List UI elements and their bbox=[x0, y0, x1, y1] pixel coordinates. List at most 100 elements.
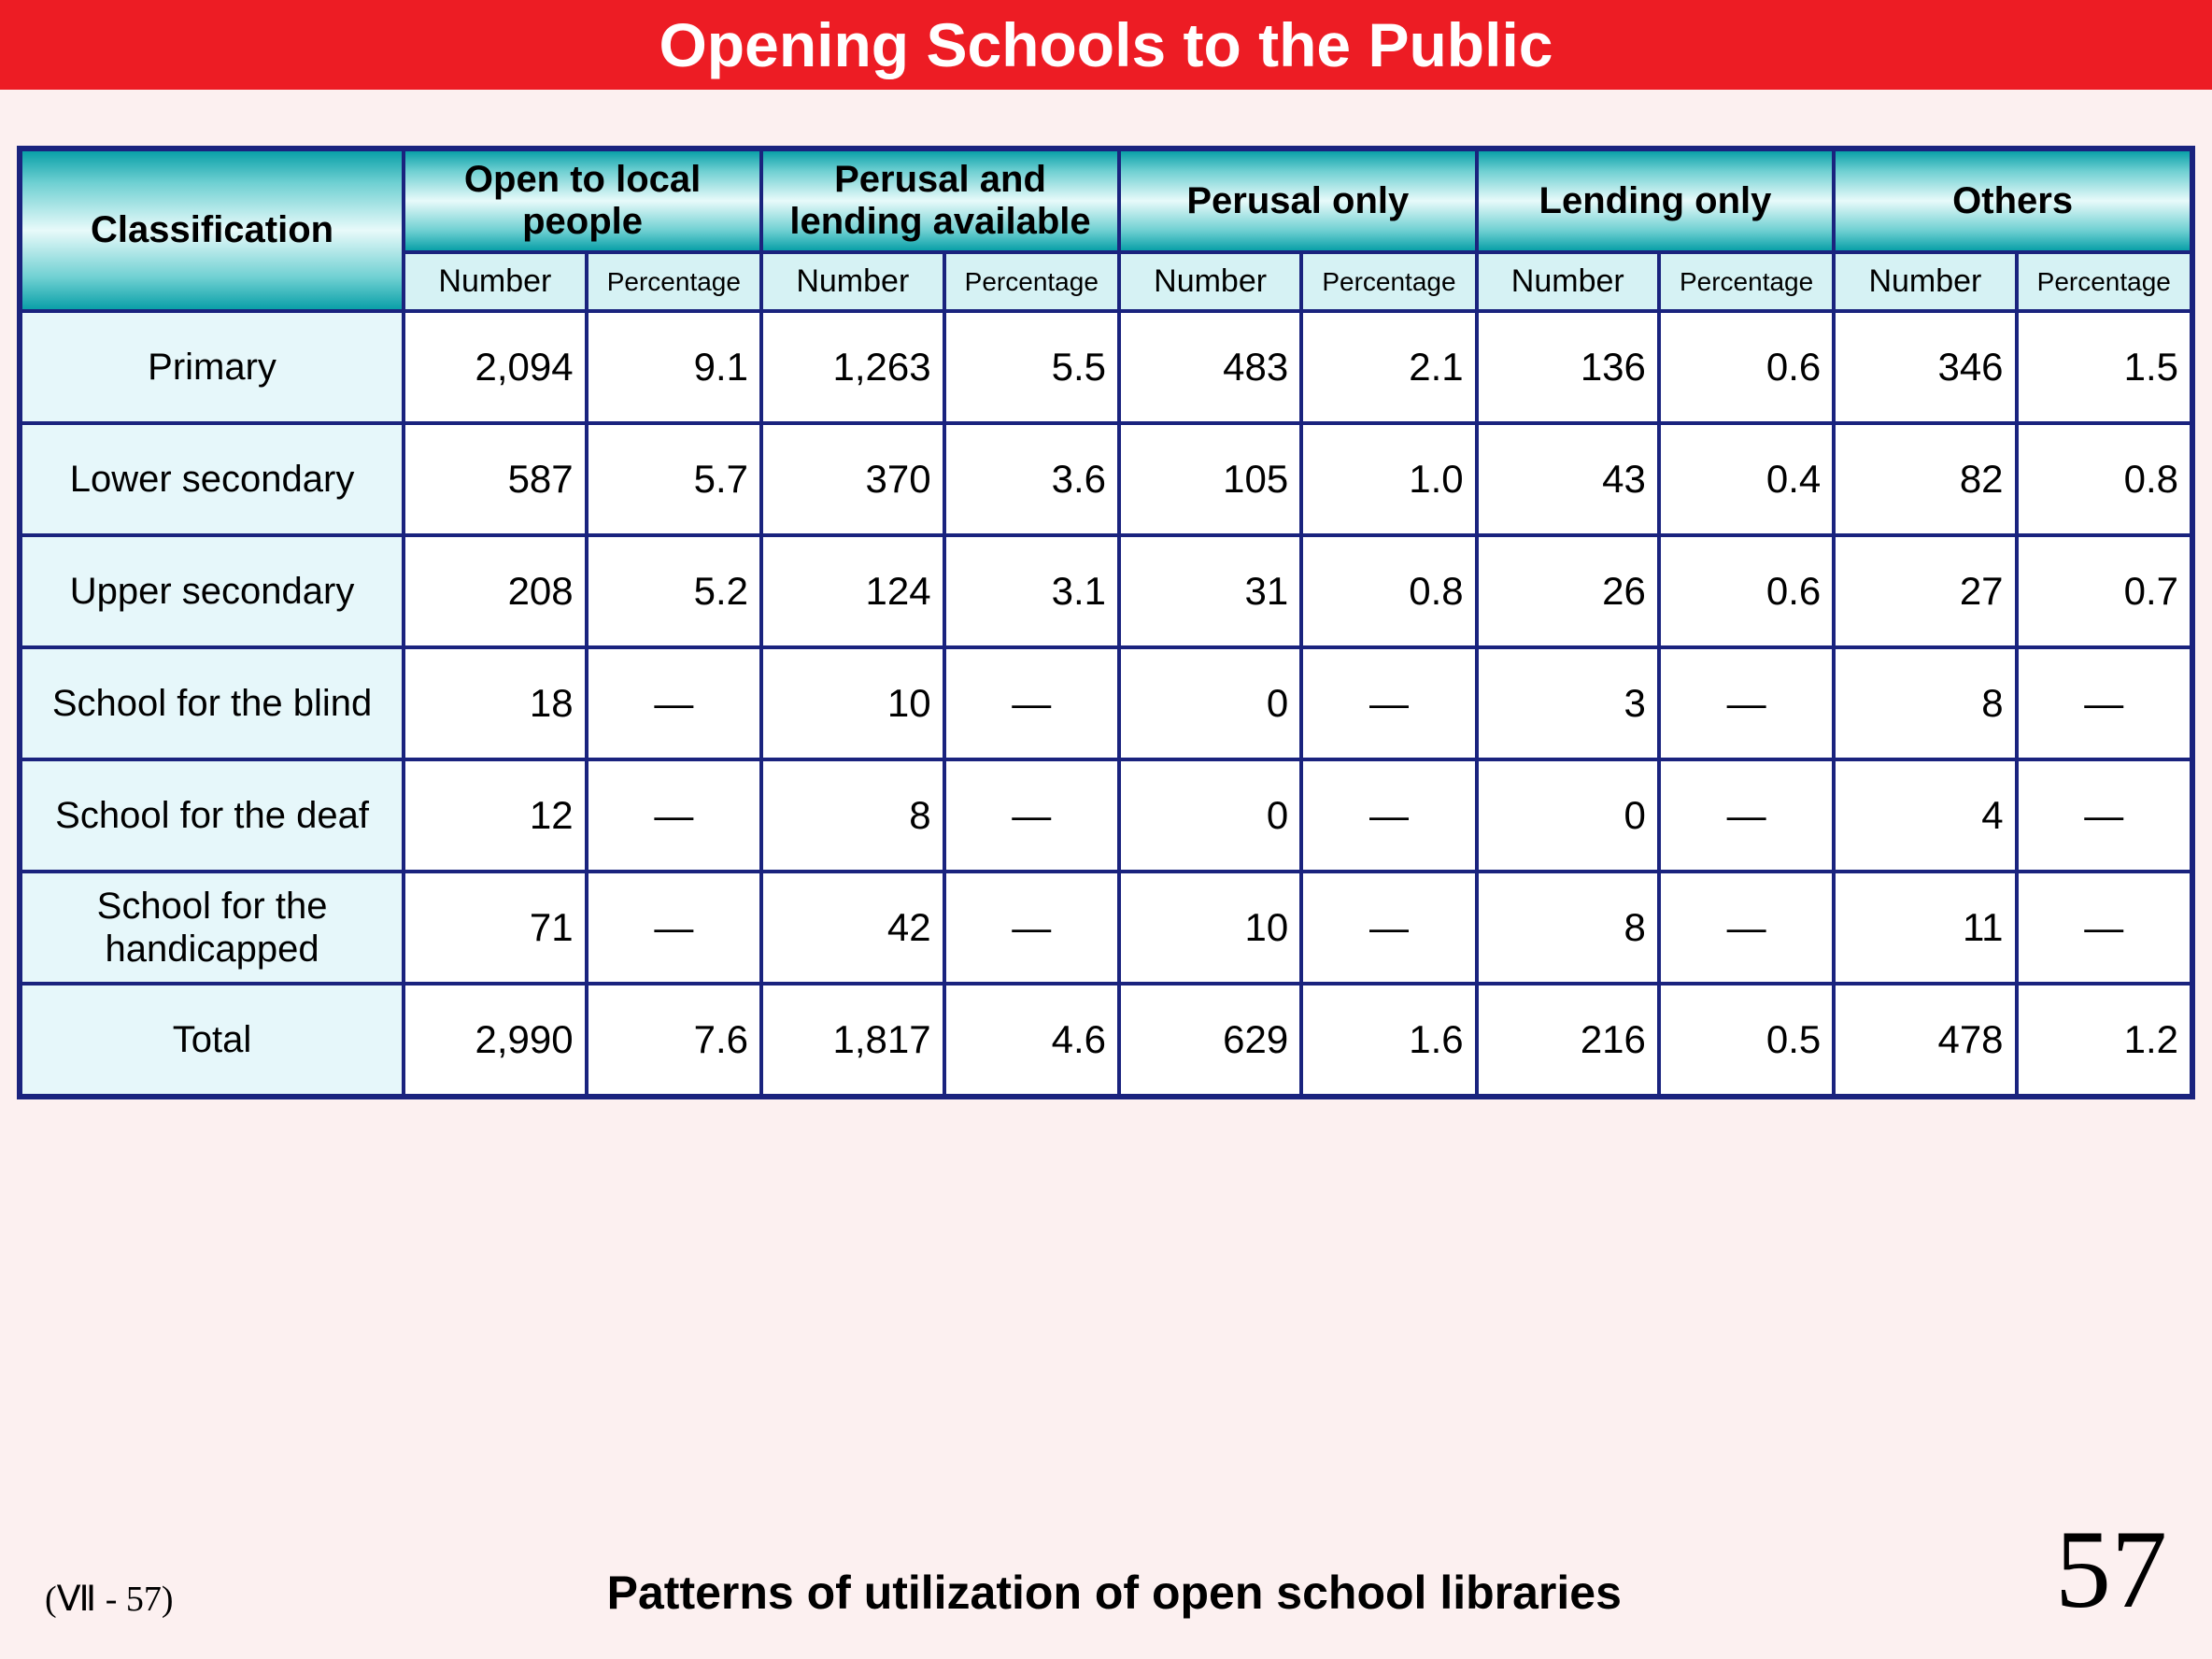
table-row: School for thehandicapped71―42―10―8―11― bbox=[21, 872, 2191, 984]
page-ref: (Ⅶ - 57) bbox=[45, 1578, 174, 1620]
page-banner: Opening Schools to the Public bbox=[0, 0, 2212, 90]
cell-number: 8 bbox=[1477, 872, 1659, 984]
cell-percentage: ― bbox=[587, 647, 761, 759]
sub-percentage: Percentage bbox=[944, 252, 1119, 311]
cell-percentage: ― bbox=[944, 647, 1119, 759]
cell-percentage: 7.6 bbox=[587, 984, 761, 1096]
cell-percentage: 0.6 bbox=[1659, 535, 1834, 647]
cell-number: 629 bbox=[1119, 984, 1301, 1096]
cell-percentage: 3.6 bbox=[944, 423, 1119, 535]
cell-percentage: ― bbox=[944, 759, 1119, 872]
cell-number: 2,094 bbox=[404, 311, 587, 423]
banner-title: Opening Schools to the Public bbox=[659, 10, 1553, 79]
row-label: School for the blind bbox=[21, 647, 404, 759]
col-classification: Classification bbox=[21, 149, 404, 311]
cell-number: 216 bbox=[1477, 984, 1659, 1096]
col-group-4: Others bbox=[1834, 149, 2191, 252]
table-row: Total2,9907.61,8174.66291.62160.54781.2 bbox=[21, 984, 2191, 1096]
cell-number: 42 bbox=[761, 872, 944, 984]
cell-number: 3 bbox=[1477, 647, 1659, 759]
cell-number: 587 bbox=[404, 423, 587, 535]
cell-percentage: 5.5 bbox=[944, 311, 1119, 423]
table-body: Primary2,0949.11,2635.54832.11360.63461.… bbox=[21, 311, 2191, 1096]
row-label: Total bbox=[21, 984, 404, 1096]
cell-percentage: 1.5 bbox=[2017, 311, 2191, 423]
sub-number: Number bbox=[404, 252, 587, 311]
cell-number: 43 bbox=[1477, 423, 1659, 535]
cell-number: 0 bbox=[1477, 759, 1659, 872]
cell-number: 82 bbox=[1834, 423, 2016, 535]
cell-number: 478 bbox=[1834, 984, 2016, 1096]
cell-percentage: 9.1 bbox=[587, 311, 761, 423]
cell-number: 1,263 bbox=[761, 311, 944, 423]
col-group-3: Lending only bbox=[1477, 149, 1835, 252]
cell-number: 370 bbox=[761, 423, 944, 535]
cell-percentage: ― bbox=[1301, 759, 1476, 872]
col-group-1: Perusal and lending available bbox=[761, 149, 1119, 252]
cell-number: 31 bbox=[1119, 535, 1301, 647]
cell-percentage: ― bbox=[587, 872, 761, 984]
col-group-0: Open to local people bbox=[404, 149, 761, 252]
page-subtitle: Patterns of utilization of open school l… bbox=[174, 1566, 2055, 1620]
cell-number: 0 bbox=[1119, 647, 1301, 759]
cell-percentage: ― bbox=[2017, 647, 2191, 759]
cell-percentage: ― bbox=[1659, 872, 1834, 984]
cell-number: 2,990 bbox=[404, 984, 587, 1096]
page-number: 57 bbox=[2055, 1519, 2167, 1620]
table-container: Classification Open to local people Peru… bbox=[0, 90, 2212, 1099]
cell-percentage: 3.1 bbox=[944, 535, 1119, 647]
cell-percentage: ― bbox=[1301, 647, 1476, 759]
table-row: Lower secondary5875.73703.61051.0430.482… bbox=[21, 423, 2191, 535]
cell-number: 124 bbox=[761, 535, 944, 647]
cell-percentage: 5.2 bbox=[587, 535, 761, 647]
data-table: Classification Open to local people Peru… bbox=[17, 146, 2195, 1099]
cell-number: 8 bbox=[761, 759, 944, 872]
sub-number: Number bbox=[1477, 252, 1659, 311]
page-footer: (Ⅶ - 57) Patterns of utilization of open… bbox=[0, 1519, 2212, 1659]
cell-number: 18 bbox=[404, 647, 587, 759]
cell-number: 136 bbox=[1477, 311, 1659, 423]
cell-percentage: 2.1 bbox=[1301, 311, 1476, 423]
sub-number: Number bbox=[1119, 252, 1301, 311]
sub-percentage: Percentage bbox=[587, 252, 761, 311]
cell-percentage: ― bbox=[944, 872, 1119, 984]
cell-number: 0 bbox=[1119, 759, 1301, 872]
cell-number: 27 bbox=[1834, 535, 2016, 647]
cell-percentage: 0.5 bbox=[1659, 984, 1834, 1096]
header-row-1: Classification Open to local people Peru… bbox=[21, 149, 2191, 252]
table-row: Upper secondary2085.21243.1310.8260.6270… bbox=[21, 535, 2191, 647]
cell-number: 346 bbox=[1834, 311, 2016, 423]
cell-number: 8 bbox=[1834, 647, 2016, 759]
cell-percentage: 4.6 bbox=[944, 984, 1119, 1096]
row-label: School for thehandicapped bbox=[21, 872, 404, 984]
cell-percentage: ― bbox=[1301, 872, 1476, 984]
table-row: School for the deaf12―8―0―0―4― bbox=[21, 759, 2191, 872]
col-group-2: Perusal only bbox=[1119, 149, 1477, 252]
cell-percentage: ― bbox=[1659, 647, 1834, 759]
sub-number: Number bbox=[1834, 252, 2016, 311]
cell-percentage: 0.4 bbox=[1659, 423, 1834, 535]
cell-number: 1,817 bbox=[761, 984, 944, 1096]
cell-percentage: ― bbox=[587, 759, 761, 872]
cell-percentage: 0.8 bbox=[2017, 423, 2191, 535]
cell-number: 4 bbox=[1834, 759, 2016, 872]
cell-percentage: ― bbox=[2017, 759, 2191, 872]
row-label: Lower secondary bbox=[21, 423, 404, 535]
cell-number: 12 bbox=[404, 759, 587, 872]
sub-percentage: Percentage bbox=[1659, 252, 1834, 311]
cell-number: 10 bbox=[761, 647, 944, 759]
cell-percentage: 0.6 bbox=[1659, 311, 1834, 423]
cell-number: 208 bbox=[404, 535, 587, 647]
cell-number: 105 bbox=[1119, 423, 1301, 535]
sub-percentage: Percentage bbox=[2017, 252, 2191, 311]
cell-percentage: ― bbox=[2017, 872, 2191, 984]
cell-number: 10 bbox=[1119, 872, 1301, 984]
cell-percentage: 0.8 bbox=[1301, 535, 1476, 647]
table-row: School for the blind18―10―0―3―8― bbox=[21, 647, 2191, 759]
cell-percentage: 1.2 bbox=[2017, 984, 2191, 1096]
cell-number: 71 bbox=[404, 872, 587, 984]
row-label: Upper secondary bbox=[21, 535, 404, 647]
cell-number: 483 bbox=[1119, 311, 1301, 423]
cell-number: 26 bbox=[1477, 535, 1659, 647]
cell-percentage: 0.7 bbox=[2017, 535, 2191, 647]
